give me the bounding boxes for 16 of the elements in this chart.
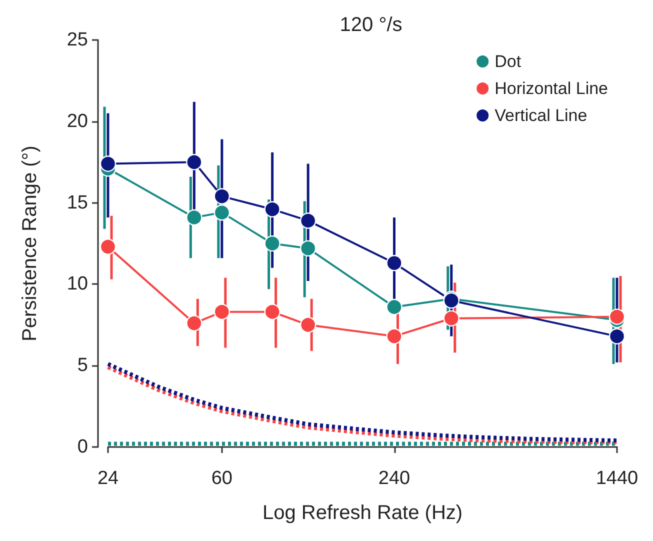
x-tick-label: 1440 [596, 468, 638, 489]
x-tick-label: 240 [378, 468, 410, 489]
legend-label: Horizontal Line [494, 79, 608, 98]
y-tick-label: 0 [77, 436, 88, 458]
x-tick-label: 60 [211, 468, 232, 489]
y-tick-label: 5 [77, 355, 88, 376]
x-axis-title: Log Refresh Rate (Hz) [262, 502, 463, 524]
legend-label: Vertical Line [494, 106, 588, 125]
y-tick-label: 10 [66, 274, 88, 295]
chart-title: 120 °/s [340, 14, 402, 36]
x-tick-label: 24 [97, 468, 119, 489]
y-axis-title: Persistence Range (°) [19, 146, 41, 342]
y-tick-label: 20 [66, 110, 88, 132]
legend-label: Dot [494, 52, 522, 71]
y-tick-label: 15 [66, 192, 88, 214]
y-tick-label: 25 [66, 30, 88, 50]
